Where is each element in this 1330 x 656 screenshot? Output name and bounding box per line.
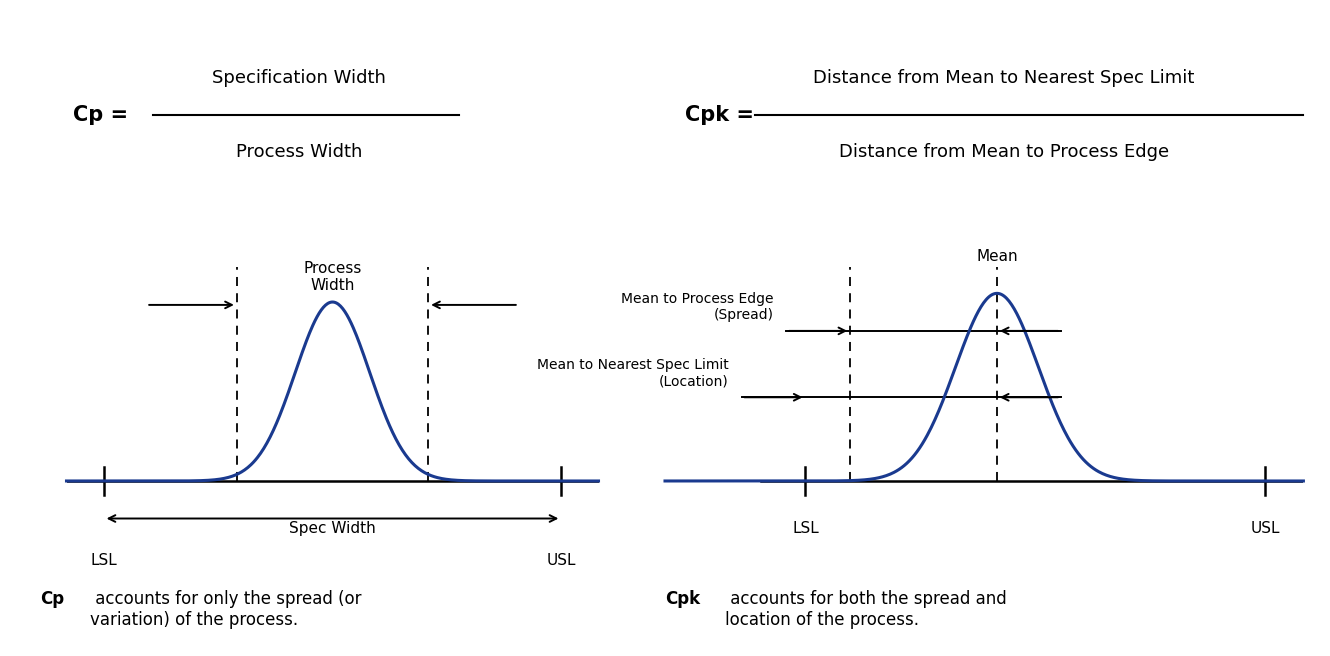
Text: Distance from Mean to Process Edge: Distance from Mean to Process Edge bbox=[839, 143, 1169, 161]
Text: Mean to Process Edge
(Spread): Mean to Process Edge (Spread) bbox=[621, 292, 774, 322]
Text: Mean: Mean bbox=[976, 249, 1017, 264]
Text: accounts for both the spread and
location of the process.: accounts for both the spread and locatio… bbox=[725, 590, 1007, 629]
Text: LSL: LSL bbox=[90, 553, 117, 568]
Text: LSL: LSL bbox=[793, 522, 819, 537]
Text: Process Width: Process Width bbox=[235, 143, 363, 161]
Text: Process
Width: Process Width bbox=[303, 261, 362, 293]
Text: Cp: Cp bbox=[40, 590, 64, 608]
Text: Cpk: Cpk bbox=[665, 590, 700, 608]
Text: Cp =: Cp = bbox=[73, 105, 128, 125]
Text: Mean to Nearest Spec Limit
(Location): Mean to Nearest Spec Limit (Location) bbox=[537, 358, 729, 388]
Text: Cpk =: Cpk = bbox=[685, 105, 754, 125]
Text: Specification Width: Specification Width bbox=[213, 69, 386, 87]
Text: Distance from Mean to Nearest Spec Limit: Distance from Mean to Nearest Spec Limit bbox=[814, 69, 1194, 87]
Text: USL: USL bbox=[1250, 522, 1279, 537]
Text: accounts for only the spread (or
variation) of the process.: accounts for only the spread (or variati… bbox=[90, 590, 362, 629]
Text: USL: USL bbox=[547, 553, 576, 568]
Text: Spec Width: Spec Width bbox=[289, 522, 376, 537]
